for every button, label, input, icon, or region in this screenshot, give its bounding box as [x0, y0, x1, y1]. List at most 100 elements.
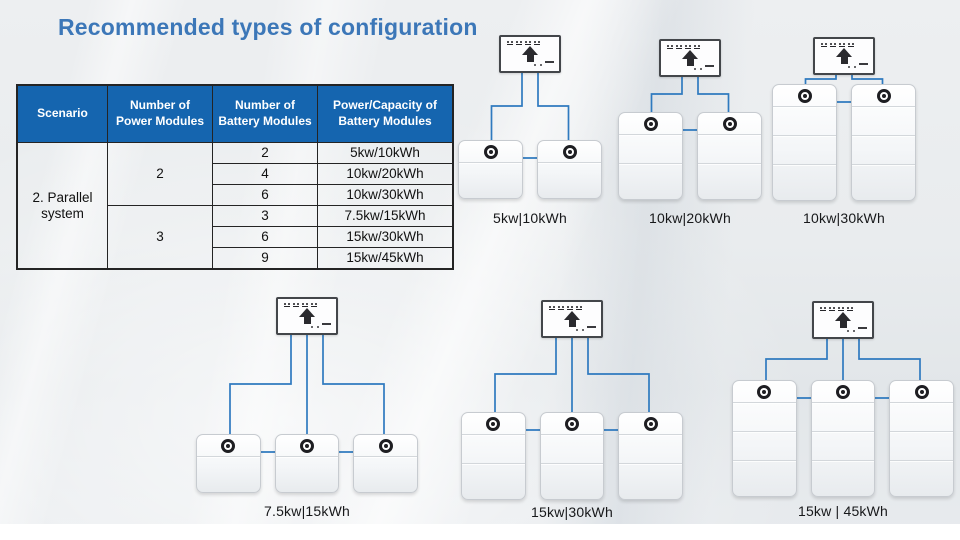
module-seam-line	[890, 460, 954, 461]
port-dot-icon	[846, 329, 849, 332]
battery-tower-row	[612, 112, 768, 200]
battery-dial-icon	[722, 117, 737, 131]
table-row: 4 10kw/20kWh	[17, 163, 454, 185]
module-seam-line	[197, 456, 260, 457]
battery-dial-icon	[757, 385, 772, 399]
wire-line	[650, 71, 683, 117]
module-seam-line	[773, 106, 836, 107]
port-dot-icon	[310, 325, 313, 328]
power-module-icon	[812, 301, 874, 339]
vent-dots-icon	[821, 43, 854, 48]
module-seam-line	[890, 402, 954, 403]
module-seam-line	[811, 431, 875, 432]
config-diagram-7-5kw-15kwh: 7.5kw|15kWh	[196, 292, 419, 528]
power-module-icon	[659, 39, 721, 77]
port-dash-icon	[545, 61, 554, 63]
module-seam-line	[773, 135, 836, 136]
wire-line	[587, 332, 650, 417]
battery-tower	[353, 434, 419, 493]
battery-tower	[618, 112, 683, 200]
battery-tower	[196, 434, 261, 493]
battery-dial-icon	[836, 385, 850, 399]
module-seam-line	[275, 456, 339, 457]
port-dash-icon	[705, 65, 714, 67]
battery-modules-cell: 6	[212, 184, 318, 206]
wire-line	[229, 329, 292, 439]
diagram-label: 10kw|30kWh	[803, 210, 885, 226]
module-seam-line	[540, 434, 604, 435]
vent-dots-icon	[820, 307, 853, 312]
vent-dots-icon	[667, 45, 700, 50]
battery-tower	[889, 380, 955, 497]
port-dot-icon	[693, 67, 696, 70]
header-power-modules: Number of Power Modules	[107, 84, 213, 143]
config-diagram-10kw-30kwh: 10kw|30kWh	[766, 28, 922, 227]
power-module-icon	[541, 300, 603, 338]
battery-tower-row	[732, 380, 955, 497]
battery-dial-icon	[483, 145, 498, 159]
module-seam-line	[698, 134, 761, 135]
wiring-svg	[650, 71, 730, 131]
port-dot-icon	[852, 329, 855, 332]
port-dot-icon	[533, 63, 536, 66]
battery-dial-icon	[221, 439, 236, 453]
table-header-row: Scenario Number of Power Modules Number …	[16, 84, 454, 143]
wiring-svg	[490, 67, 570, 159]
wiring-svg	[494, 332, 650, 431]
battery-modules-cell: 9	[212, 247, 318, 270]
battery-dial-icon	[378, 439, 393, 453]
battery-tower	[537, 140, 602, 199]
wiring-svg	[765, 333, 921, 399]
up-arrow-icon	[836, 48, 852, 64]
power-module-icon	[276, 297, 338, 335]
battery-dial-icon	[486, 417, 501, 431]
diagram-label: 7.5kw|15kWh	[264, 503, 350, 519]
capacity-cell: 15kw/30kWh	[317, 226, 454, 248]
power-modules-cell: 3	[107, 205, 213, 270]
capacity-cell: 5kw/10kWh	[317, 142, 454, 164]
battery-dial-icon	[643, 417, 658, 431]
header-battery-modules: Number of Battery Modules	[212, 84, 318, 143]
battery-tower	[539, 412, 605, 500]
module-seam-line	[811, 460, 875, 461]
module-seam-line	[852, 135, 915, 136]
port-dot-icon	[539, 63, 542, 66]
module-seam-line	[698, 163, 761, 164]
up-arrow-icon	[564, 311, 580, 327]
config-diagram-15kw-45kwh: 15kw | 45kWh	[732, 292, 955, 528]
up-arrow-icon	[299, 308, 315, 324]
battery-tower	[810, 380, 876, 497]
port-dot-icon	[316, 325, 319, 328]
table-row: 6 15kw/30kWh	[17, 226, 454, 248]
module-seam-line	[540, 463, 604, 464]
module-seam-line	[619, 434, 683, 435]
battery-tower	[851, 84, 916, 201]
battery-modules-cell: 4	[212, 163, 318, 185]
module-seam-line	[890, 431, 954, 432]
capacity-cell: 10kw/20kWh	[317, 163, 454, 185]
wire-line	[537, 67, 570, 145]
battery-tower	[697, 112, 762, 200]
battery-dial-icon	[914, 385, 929, 399]
battery-dial-icon	[562, 145, 577, 159]
vent-dots-icon	[549, 306, 582, 311]
port-dot-icon	[847, 65, 850, 68]
wiring-svg	[229, 329, 385, 453]
module-seam-line	[733, 460, 796, 461]
port-dash-icon	[858, 327, 867, 329]
battery-modules-cell: 6	[212, 226, 318, 248]
wire-line	[858, 333, 921, 385]
module-seam-line	[619, 463, 683, 464]
vent-dots-icon	[284, 303, 317, 308]
battery-tower-row	[461, 412, 684, 500]
table-row: 3 3 7.5kw/15kWh	[17, 205, 454, 270]
scenario-cell: 2. Parallel system	[16, 142, 108, 270]
battery-tower-row	[452, 140, 608, 199]
up-arrow-icon	[835, 312, 851, 328]
battery-tower-row	[196, 434, 419, 493]
header-scenario: Scenario	[16, 84, 108, 143]
battery-tower-row	[766, 84, 922, 201]
battery-tower	[461, 412, 526, 500]
battery-tower	[772, 84, 837, 201]
